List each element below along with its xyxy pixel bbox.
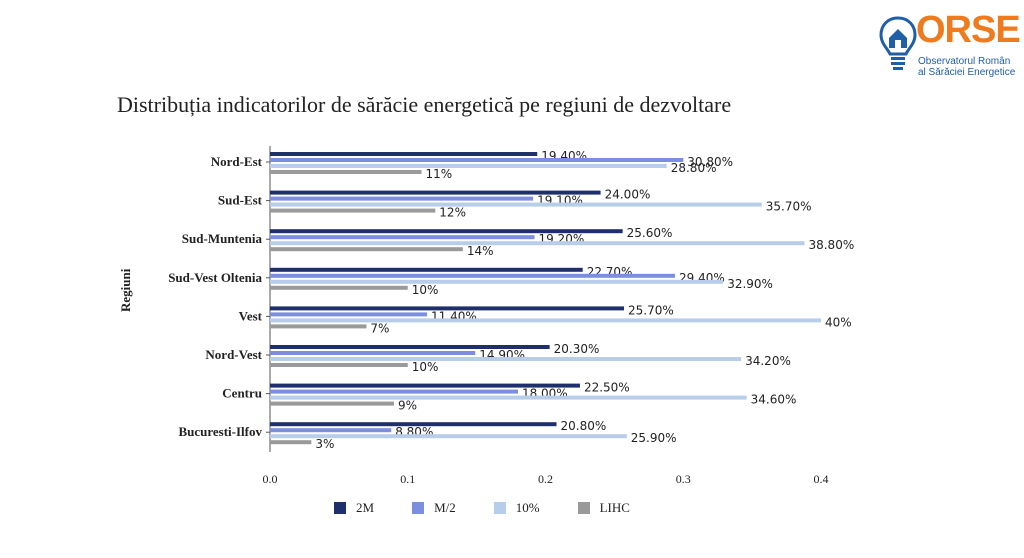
bar-10 bbox=[270, 202, 762, 207]
bar-lihc bbox=[270, 208, 436, 213]
bar-lihc bbox=[270, 440, 312, 445]
legend-swatch bbox=[412, 502, 425, 514]
category-label: Vest bbox=[239, 308, 263, 323]
data-label: 30.80% bbox=[687, 155, 733, 169]
x-tick-label: 0.3 bbox=[676, 472, 691, 486]
data-label: 28.80% bbox=[671, 161, 717, 175]
legend-label: 2M bbox=[356, 500, 375, 515]
bar-10 bbox=[270, 318, 821, 323]
data-label: 35.70% bbox=[766, 200, 812, 214]
bar-10 bbox=[270, 279, 724, 284]
legend-swatch bbox=[334, 502, 346, 514]
logo-brand: ORSE bbox=[916, 9, 1021, 51]
data-label: 22.50% bbox=[584, 381, 630, 395]
bar-2m bbox=[270, 306, 625, 311]
bar-2m bbox=[270, 383, 580, 388]
bar-lihc bbox=[270, 285, 408, 290]
bar-10 bbox=[270, 434, 627, 439]
category-label: Nord-Est bbox=[211, 154, 263, 169]
logo-subtitle-line1: Observatorul Român bbox=[918, 56, 1011, 67]
data-label: 14% bbox=[467, 244, 494, 258]
bar-2m bbox=[270, 229, 623, 234]
legend-item: LIHC bbox=[577, 500, 630, 516]
bar-m2 bbox=[270, 273, 675, 278]
data-label: 10% bbox=[412, 360, 439, 374]
bar-2m bbox=[270, 422, 557, 427]
bar-lihc bbox=[270, 324, 367, 329]
bar-m2 bbox=[270, 158, 684, 162]
data-label: 32.90% bbox=[727, 277, 773, 291]
bar-2m bbox=[270, 190, 601, 195]
orse-logo bbox=[878, 14, 1008, 84]
legend-label: LIHC bbox=[599, 500, 630, 515]
category-label: Sud-Est bbox=[218, 193, 263, 208]
x-tick-label: 0.0 bbox=[263, 472, 278, 486]
bar-10 bbox=[270, 164, 667, 168]
bar-lihc bbox=[270, 363, 408, 367]
bar-10 bbox=[270, 395, 747, 400]
data-label: 3% bbox=[315, 437, 334, 451]
data-label: 38.80% bbox=[808, 238, 854, 252]
bar-10 bbox=[270, 357, 742, 361]
logo-subtitle-line2: al Sărăciei Energetice bbox=[918, 67, 1016, 78]
bar-2m bbox=[270, 345, 550, 349]
bar-10 bbox=[270, 241, 805, 246]
x-tick-label: 0.2 bbox=[538, 472, 553, 486]
data-label: 25.70% bbox=[628, 303, 674, 317]
bar-m2 bbox=[270, 351, 476, 355]
data-label: 34.20% bbox=[745, 354, 791, 368]
data-label: 40% bbox=[825, 315, 852, 329]
y-axis-label: Regiuni bbox=[118, 268, 133, 312]
bar-m2 bbox=[270, 196, 534, 201]
bar-m2 bbox=[270, 235, 535, 240]
legend-item: 2M bbox=[334, 500, 374, 516]
category-label: Nord-Vest bbox=[205, 347, 262, 362]
lightbulb-icon bbox=[879, 16, 917, 70]
x-tick-label: 0.4 bbox=[814, 472, 829, 486]
category-label: Centru bbox=[222, 386, 262, 401]
legend-label: M/2 bbox=[434, 500, 456, 515]
data-label: 11% bbox=[426, 167, 453, 181]
bar-lihc bbox=[270, 401, 394, 406]
data-label: 24.00% bbox=[605, 188, 651, 202]
bar-m2 bbox=[270, 389, 518, 394]
bar-lihc bbox=[270, 170, 422, 174]
legend-swatch bbox=[577, 502, 590, 514]
legend-item: M/2 bbox=[412, 500, 456, 516]
chart-title: Distribuția indicatorilor de sărăcie ene… bbox=[117, 92, 732, 117]
legend: 2M M/2 10% LIHC bbox=[334, 500, 668, 516]
data-label: 7% bbox=[370, 321, 389, 335]
category-label: Sud-Muntenia bbox=[182, 231, 263, 246]
data-label: 20.80% bbox=[561, 419, 607, 433]
category-label: Sud-Vest Oltenia bbox=[168, 270, 262, 285]
bar-2m bbox=[270, 152, 538, 156]
bar-m2 bbox=[270, 312, 428, 317]
bar-m2 bbox=[270, 428, 392, 433]
legend-item: 10% bbox=[493, 500, 540, 516]
x-tick-label: 0.1 bbox=[400, 472, 415, 486]
legend-swatch bbox=[493, 502, 506, 514]
data-label: 20.30% bbox=[554, 342, 600, 356]
data-label: 25.90% bbox=[631, 431, 677, 445]
bar-lihc bbox=[270, 247, 463, 252]
category-label: Bucuresti-Ilfov bbox=[178, 424, 262, 439]
data-label: 34.60% bbox=[751, 393, 797, 407]
data-label: 12% bbox=[439, 206, 466, 220]
bar-2m bbox=[270, 267, 583, 272]
data-label: 10% bbox=[412, 283, 439, 297]
data-label: 25.60% bbox=[627, 226, 673, 240]
data-label: 9% bbox=[398, 399, 417, 413]
legend-label: 10% bbox=[515, 500, 540, 515]
